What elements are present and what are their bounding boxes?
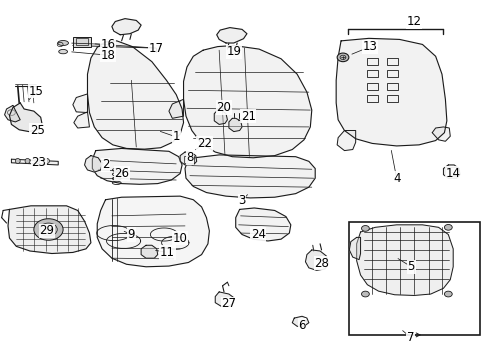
Polygon shape [348,237,360,260]
Text: 20: 20 [216,101,231,114]
Circle shape [361,291,368,297]
Circle shape [444,291,451,297]
Ellipse shape [15,158,20,163]
Text: 23: 23 [31,156,46,169]
Bar [386,58,397,64]
Circle shape [34,219,63,240]
Text: 11: 11 [160,246,175,259]
Circle shape [444,225,451,230]
Polygon shape [235,208,290,241]
Text: 15: 15 [28,85,43,98]
Polygon shape [87,41,183,149]
Circle shape [336,53,348,62]
Polygon shape [214,110,227,125]
Bar [183,156,194,163]
Polygon shape [443,165,459,178]
Text: 27: 27 [221,297,236,310]
Polygon shape [228,118,242,132]
Polygon shape [184,155,315,198]
Polygon shape [74,112,89,128]
Bar [366,95,377,102]
Polygon shape [215,292,233,306]
Polygon shape [11,159,58,165]
Polygon shape [97,196,209,267]
Text: 6: 6 [298,319,305,332]
Circle shape [361,226,368,231]
Text: 24: 24 [250,228,265,241]
Text: 4: 4 [392,172,400,185]
Text: 16: 16 [100,38,115,51]
Text: 28: 28 [313,257,328,270]
Text: 7: 7 [406,330,413,343]
Polygon shape [183,45,311,158]
Polygon shape [335,39,446,146]
Text: 25: 25 [30,124,44,137]
Bar [73,37,91,46]
Text: 10: 10 [172,231,187,244]
Text: 22: 22 [197,137,212,150]
Polygon shape [4,105,20,122]
Text: 9: 9 [127,228,135,241]
Polygon shape [141,245,158,258]
Bar [386,83,397,90]
Bar [366,58,377,64]
Text: 8: 8 [186,151,193,164]
Ellipse shape [44,158,49,163]
Text: 3: 3 [238,194,245,207]
Text: 18: 18 [101,49,115,62]
Text: 29: 29 [40,224,54,238]
Text: 26: 26 [114,167,129,180]
Polygon shape [305,250,328,270]
Text: 17: 17 [148,41,163,54]
Bar [445,167,457,176]
Polygon shape [356,225,452,296]
Polygon shape [112,19,141,35]
Polygon shape [9,103,42,132]
Bar [386,70,397,77]
Bar [76,39,88,45]
Polygon shape [92,148,182,184]
Polygon shape [8,206,91,253]
Text: 21: 21 [241,110,255,123]
Text: 2: 2 [102,158,109,171]
Text: 19: 19 [226,45,241,58]
Polygon shape [73,94,87,113]
Bar [366,83,377,90]
Polygon shape [180,152,196,165]
Ellipse shape [58,41,68,45]
Bar [386,95,397,102]
Polygon shape [431,127,449,141]
Polygon shape [292,316,308,326]
Text: 1: 1 [172,130,180,144]
Text: 13: 13 [362,40,377,53]
Text: 14: 14 [445,167,460,180]
Text: 5: 5 [407,260,414,273]
Ellipse shape [35,158,40,163]
Bar [366,70,377,77]
Ellipse shape [59,49,67,54]
Polygon shape [168,99,183,118]
Ellipse shape [25,158,30,163]
Polygon shape [84,156,102,172]
Bar [348,222,479,335]
Polygon shape [216,28,246,43]
Text: 12: 12 [406,15,421,28]
Polygon shape [336,131,355,150]
